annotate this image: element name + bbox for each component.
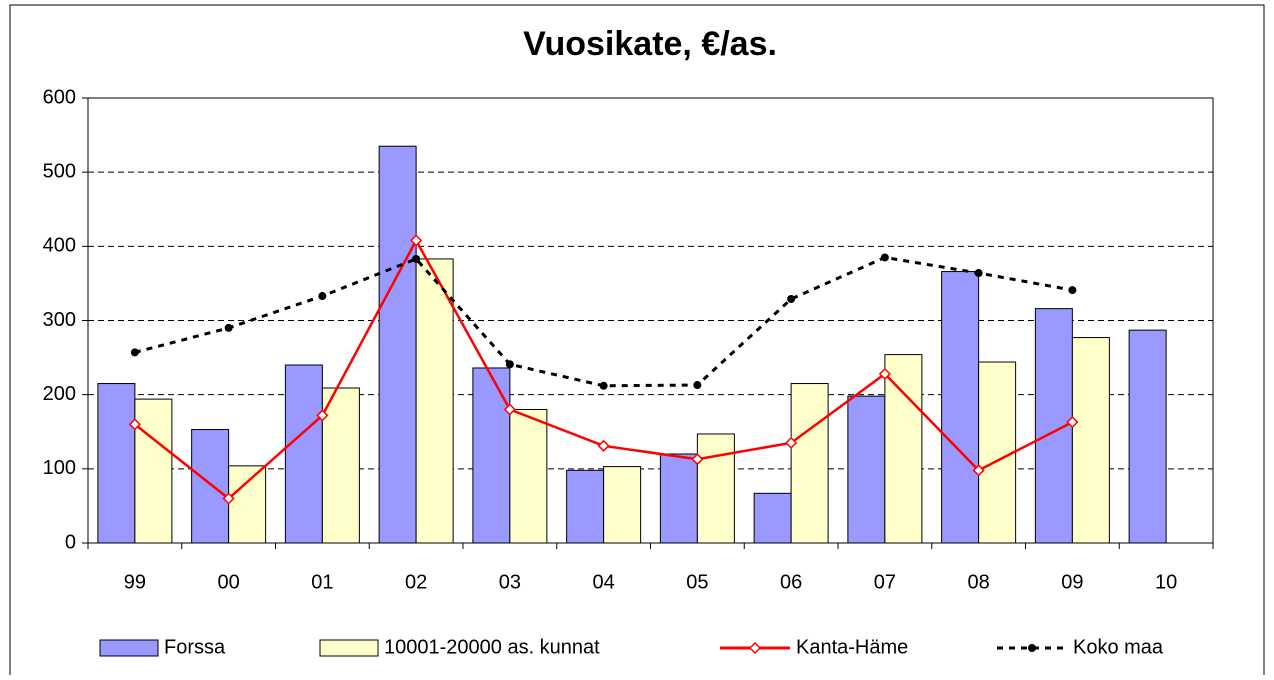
bar xyxy=(509,409,548,544)
marker xyxy=(787,294,796,303)
y-tick-label: 0 xyxy=(65,531,76,553)
legend-label: Koko maa xyxy=(1073,636,1164,658)
bar xyxy=(659,453,698,544)
marker xyxy=(691,453,704,466)
bar xyxy=(97,383,136,544)
x-tick-label: 00 xyxy=(218,571,240,593)
marker xyxy=(224,323,233,332)
legend-marker xyxy=(748,641,762,655)
x-tick-label: 09 xyxy=(1061,571,1083,593)
marker xyxy=(318,292,327,301)
bar xyxy=(603,466,642,544)
marker xyxy=(410,234,423,247)
y-tick-label: 200 xyxy=(43,383,76,405)
marker xyxy=(785,436,798,449)
marker xyxy=(972,464,985,477)
bar xyxy=(941,271,980,544)
bar xyxy=(321,387,360,544)
marker xyxy=(880,253,889,262)
x-tick-label: 05 xyxy=(686,571,708,593)
bar xyxy=(696,433,735,544)
x-tick-label: 07 xyxy=(874,571,896,593)
x-tick-label: 10 xyxy=(1155,571,1177,593)
marker xyxy=(878,367,891,380)
marker xyxy=(597,439,610,452)
marker xyxy=(693,381,702,390)
x-tick-label: 01 xyxy=(311,571,333,593)
x-tick-label: 08 xyxy=(968,571,990,593)
bar xyxy=(378,145,417,544)
x-tick-label: 03 xyxy=(499,571,521,593)
y-tick-label: 500 xyxy=(43,160,76,182)
marker xyxy=(1066,416,1079,429)
x-tick-label: 99 xyxy=(124,571,146,593)
bar xyxy=(790,383,829,544)
marker xyxy=(316,409,329,422)
marker xyxy=(128,418,141,431)
bar xyxy=(228,465,267,544)
bar xyxy=(134,398,173,544)
x-tick-label: 04 xyxy=(593,571,615,593)
marker xyxy=(503,403,516,416)
legend-swatch xyxy=(319,639,379,657)
legend-swatch xyxy=(99,639,159,657)
bar xyxy=(472,367,511,544)
bar xyxy=(753,492,792,544)
marker xyxy=(130,348,139,357)
bar xyxy=(978,361,1017,544)
marker xyxy=(505,360,514,369)
chart-title: Vuosikate, €/as. xyxy=(523,25,777,63)
y-tick-label: 300 xyxy=(43,309,76,331)
bar xyxy=(847,395,886,544)
y-tick-label: 100 xyxy=(43,457,76,479)
legend-label: Kanta-Häme xyxy=(796,636,908,658)
marker xyxy=(222,492,235,505)
bar xyxy=(415,258,454,544)
marker xyxy=(1068,286,1077,295)
bar xyxy=(566,469,605,544)
legend-label: Forssa xyxy=(164,636,226,658)
x-tick-label: 02 xyxy=(405,571,427,593)
y-tick-label: 400 xyxy=(43,235,76,257)
y-tick-label: 600 xyxy=(43,86,76,108)
legend-marker xyxy=(1028,644,1036,652)
x-tick-label: 06 xyxy=(780,571,802,593)
marker xyxy=(412,254,421,263)
bar xyxy=(284,364,323,544)
bar xyxy=(884,354,923,544)
bar xyxy=(1071,337,1110,544)
legend-label: 10001-20000 as. kunnat xyxy=(384,636,600,658)
marker xyxy=(974,269,983,278)
bar xyxy=(191,429,230,544)
marker xyxy=(599,381,608,390)
bar xyxy=(1128,329,1167,544)
